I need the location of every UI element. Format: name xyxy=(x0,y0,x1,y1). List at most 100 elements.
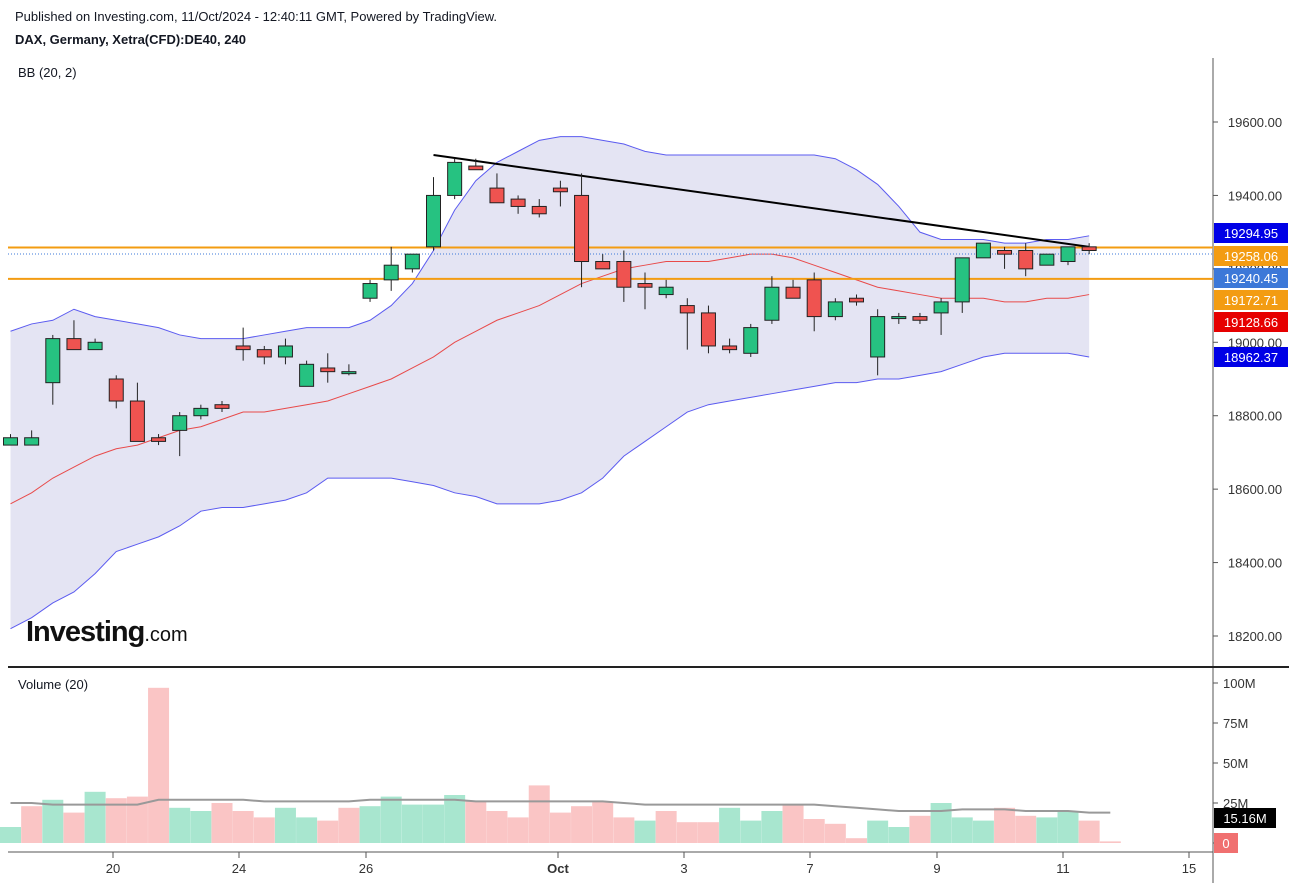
volume-bar xyxy=(148,687,170,843)
candle-body xyxy=(679,305,695,314)
volume-indicator-label: Volume (20) xyxy=(18,677,89,692)
volume-bar xyxy=(21,806,43,843)
candle-body xyxy=(616,261,632,288)
bb-indicator-label: BB (20, 2) xyxy=(18,65,77,80)
candle xyxy=(24,430,40,446)
candle xyxy=(108,375,124,409)
price-badge-text: 18962.37 xyxy=(1224,350,1278,365)
candle xyxy=(531,199,547,218)
candle xyxy=(574,173,590,288)
candle xyxy=(45,334,61,405)
bb-upper-line xyxy=(10,136,1090,340)
price-badge-bg xyxy=(1214,290,1288,310)
price-tick-label: 18800.00 xyxy=(1228,409,1282,424)
volume-bar xyxy=(634,820,656,843)
candle xyxy=(87,338,103,351)
candle xyxy=(827,298,843,321)
candle xyxy=(193,404,209,420)
candle xyxy=(743,323,759,357)
volume-bar xyxy=(676,822,698,843)
volume-tick-label: 25M xyxy=(1223,796,1248,811)
volume-bar xyxy=(1078,820,1100,843)
candle xyxy=(997,246,1013,269)
price-badge-text: 19258.06 xyxy=(1224,249,1278,264)
volume-bar xyxy=(63,812,85,843)
volume-bar xyxy=(253,817,275,843)
candle xyxy=(426,177,441,251)
volume-bar xyxy=(84,791,106,843)
candle-body xyxy=(256,349,272,358)
candle xyxy=(299,360,315,387)
price-badge-bg xyxy=(1214,223,1288,243)
candle xyxy=(722,338,738,354)
time-tick-label: 15 xyxy=(1182,861,1196,876)
candle xyxy=(510,195,526,214)
bb-basis-line xyxy=(10,253,1090,505)
volume-bar xyxy=(761,811,783,843)
candle xyxy=(1018,243,1034,277)
candle-body xyxy=(362,283,378,299)
candle xyxy=(700,305,716,354)
time-tick-label: Oct xyxy=(547,861,569,876)
volume-bar xyxy=(994,807,1016,843)
candle-body xyxy=(108,378,124,402)
price-badge-bg xyxy=(1214,268,1288,288)
candle-body xyxy=(849,297,864,303)
volume-bar xyxy=(211,803,233,843)
candle-body xyxy=(785,286,801,299)
volume-bar xyxy=(1015,815,1037,843)
candle-body xyxy=(383,264,399,281)
volume-zero-bg xyxy=(1214,833,1238,853)
candle xyxy=(320,353,336,383)
volume-bar xyxy=(169,807,191,843)
candle-body xyxy=(954,257,970,303)
time-tick-label: 11 xyxy=(1056,861,1070,876)
candle xyxy=(362,279,378,302)
time-tick-label: 26 xyxy=(359,861,373,876)
investing-logo: Investing.com xyxy=(26,616,188,648)
volume-bar xyxy=(1057,811,1079,843)
volume-tick-label: 75M xyxy=(1223,716,1248,731)
candle-body xyxy=(891,316,907,320)
candle xyxy=(468,158,484,171)
candle-body xyxy=(3,437,18,446)
candle-body xyxy=(299,363,315,387)
candle-body xyxy=(468,165,484,171)
candle xyxy=(679,298,695,350)
volume-bar xyxy=(380,796,402,843)
candle-body xyxy=(510,198,526,207)
candle-body xyxy=(595,261,611,270)
volume-bar xyxy=(888,827,910,843)
volume-bar xyxy=(697,822,719,843)
candle xyxy=(954,257,970,313)
volume-bar xyxy=(740,820,762,843)
candle xyxy=(489,173,505,204)
candle-body xyxy=(997,250,1013,255)
candle-body xyxy=(24,437,40,446)
time-tick-label: 7 xyxy=(806,861,813,876)
volume-tick-label: 100M xyxy=(1223,676,1256,691)
volume-bar xyxy=(274,807,296,843)
volume-bar xyxy=(782,804,804,843)
volume-tick-label: 50M xyxy=(1223,756,1248,771)
candle xyxy=(891,312,907,324)
volume-bar xyxy=(359,806,381,843)
candle-body xyxy=(426,194,441,248)
bb-lower-line xyxy=(10,352,1090,630)
candle-body xyxy=(489,187,505,204)
candle xyxy=(870,309,886,376)
candle-body xyxy=(129,400,145,442)
candle-body xyxy=(743,327,759,354)
candle-body xyxy=(933,301,949,314)
price-tick-label: 19400.00 xyxy=(1228,188,1282,203)
price-badge-text: 19172.71 xyxy=(1224,293,1278,308)
volume-bar xyxy=(444,795,466,843)
price-badge: 19240.45 xyxy=(1214,268,1288,288)
candle-body xyxy=(975,242,991,259)
candle-body xyxy=(574,194,590,263)
price-tick-label: 18200.00 xyxy=(1228,629,1282,644)
volume-bar xyxy=(105,798,127,843)
candle-body xyxy=(66,338,82,351)
candle-body xyxy=(722,345,738,351)
